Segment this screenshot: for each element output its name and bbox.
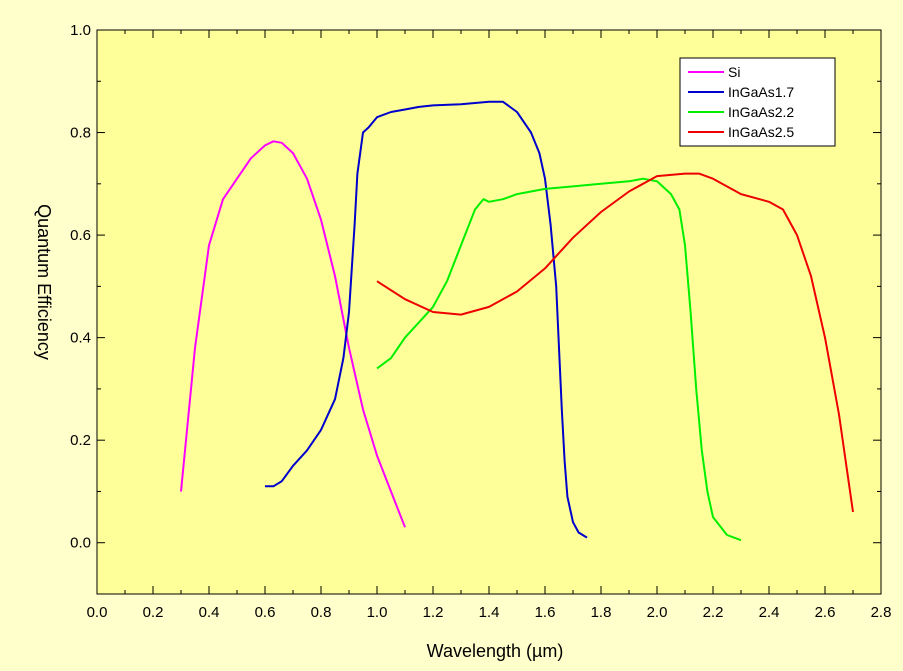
x-tick-label: 1.8 <box>591 604 612 621</box>
y-tick-label: 0.8 <box>70 125 91 142</box>
x-tick-label: 0.8 <box>311 604 332 621</box>
ticks-group: 0.0 0.2 0.4 0.6 0.8 1.0 1.2 1.4 1.6 1.8 2.0 2.2 2.4 2… <box>70 22 891 621</box>
x-tick-label: 2.8 <box>871 604 892 621</box>
x-tick-label: 1.0 <box>367 604 388 621</box>
series-line-2 <box>376 177 742 542</box>
x-tick-label: 0.0 <box>87 604 108 621</box>
legend-label-1: InGaAs1.7 <box>728 84 794 100</box>
y-tick-label: 0.6 <box>70 227 91 244</box>
x-tick-label: 2.0 <box>647 604 668 621</box>
x-tick-label: 0.2 <box>143 604 164 621</box>
legend-label-0: Si <box>728 64 740 80</box>
x-tick-label: 0.6 <box>255 604 276 621</box>
y-tick-label: 1.0 <box>70 22 91 39</box>
legend-label-2: InGaAs2.2 <box>728 104 794 120</box>
y-tick-label: 0.2 <box>70 432 91 449</box>
series-line-0 <box>180 140 406 528</box>
legend: Si InGaAs1.7 InGaAs2.2 InGaAs2.5 <box>679 57 836 147</box>
series-line-3 <box>376 172 854 513</box>
x-tick-label: 1.2 <box>423 604 444 621</box>
series-line-1 <box>265 100 588 539</box>
x-tick-label: 2.2 <box>703 604 724 621</box>
y-axis-title: Quantum Efficiency <box>34 204 54 360</box>
x-axis-title: Wavelength (µm) <box>427 641 564 661</box>
x-tick-label: 1.6 <box>535 604 556 621</box>
series-group <box>180 100 854 542</box>
legend-label-3: InGaAs2.5 <box>728 124 794 140</box>
y-tick-label: 0.0 <box>70 535 91 552</box>
x-tick-label: 2.6 <box>815 604 836 621</box>
x-tick-label: 0.4 <box>199 604 220 621</box>
x-tick-label: 2.4 <box>759 604 780 621</box>
x-tick-label: 1.4 <box>479 604 500 621</box>
y-tick-label: 0.4 <box>70 330 91 347</box>
